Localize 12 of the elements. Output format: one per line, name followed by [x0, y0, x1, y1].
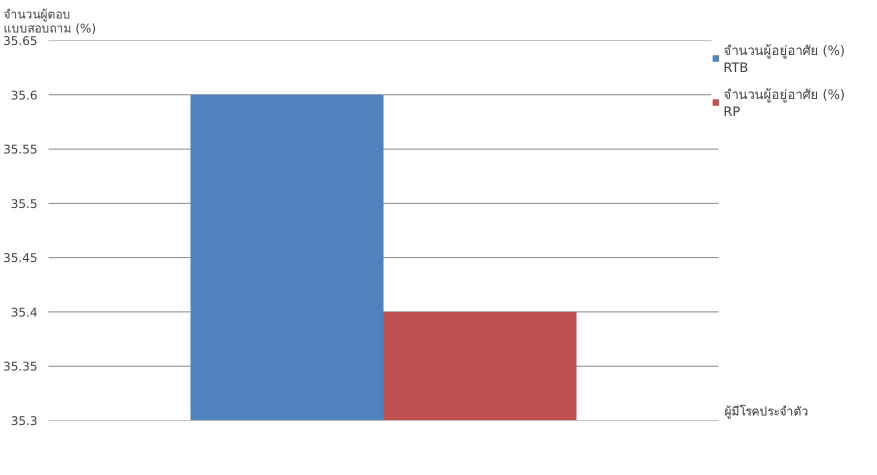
y-tick-label: 35.3	[10, 414, 38, 428]
x-axis-title: ผู้มีโรคประจำตัว	[724, 404, 808, 420]
y-tick-label: 35.6	[10, 88, 38, 102]
legend-label: จำนวนผู้อยู่อาศัย (%) RTB	[723, 43, 845, 76]
y-tick-label: 35.35	[3, 360, 38, 374]
legend-label: จำนวนผู้อยู่อาศัย (%) RP	[723, 87, 845, 120]
y-tick-label: 35.65	[3, 34, 38, 48]
y-tick-label: 35.55	[3, 142, 38, 157]
y-tick-label: 35.45	[3, 251, 38, 266]
y-tick-label: 35.5	[10, 196, 38, 211]
y-tick-label: 35.4	[10, 305, 38, 320]
y-axis-title: จำนวนผู้ตอบ แบบสอบถาม (%)	[4, 8, 96, 36]
